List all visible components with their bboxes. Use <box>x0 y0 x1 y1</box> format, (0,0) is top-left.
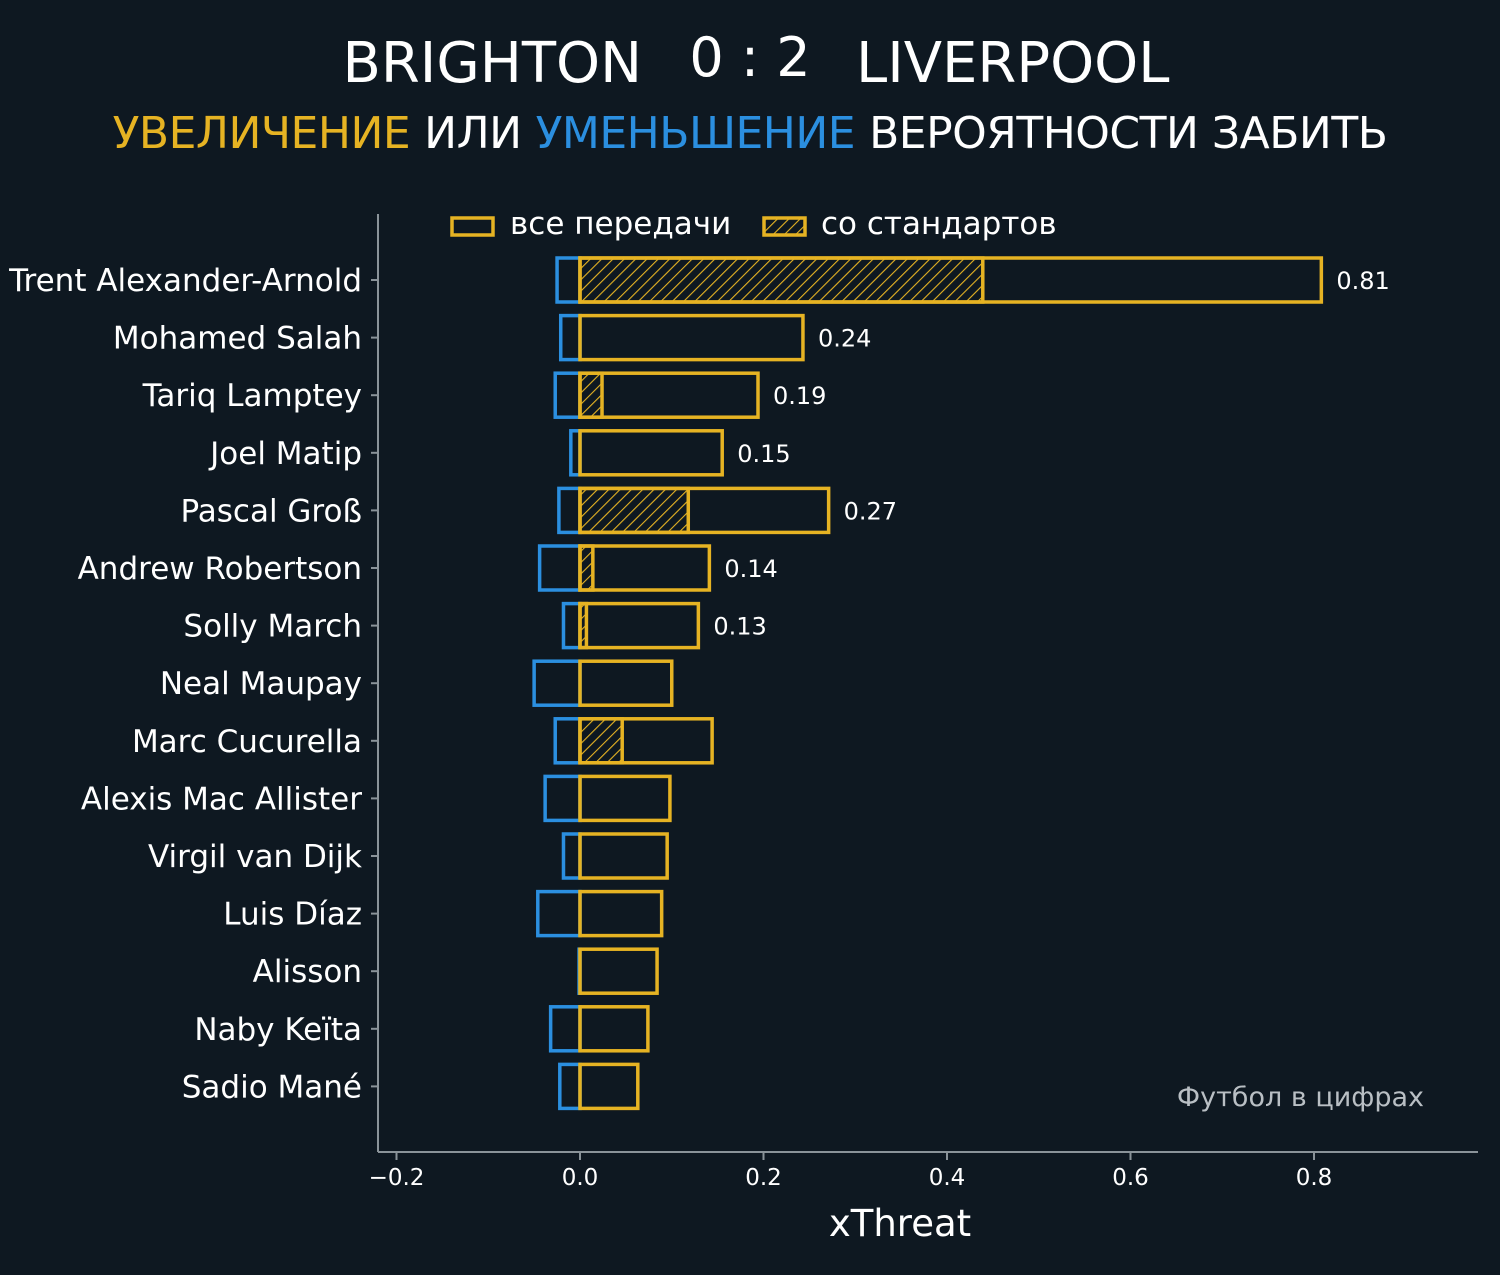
bar-decrease-andrew-robertson <box>537 544 582 592</box>
subtitle-decrease: УМЕНЬШЕНИЕ <box>535 108 856 159</box>
bar-increase-pascal-gro <box>578 486 831 535</box>
x-tick-label: 0.8 <box>1296 1165 1333 1191</box>
data-label-tariq-lamptey: 0.19 <box>773 382 826 410</box>
bar-increase-alisson <box>578 947 659 995</box>
bar-increase-neal-maupay <box>578 659 674 707</box>
bar-increase-virgil-van-dijk <box>578 832 669 880</box>
bar-increase-solly-march <box>578 601 701 650</box>
bar-increase-sadio-mane <box>578 1062 640 1111</box>
bar-decrease-naby-kei-ta <box>548 1005 582 1053</box>
chart-legend: все передачи со стандартов <box>450 206 1057 242</box>
bar-decrease-solly-march <box>561 601 582 650</box>
x-tick-label: 0.6 <box>1112 1165 1149 1191</box>
bar-setpiece-tariq-lamptey <box>578 371 604 419</box>
axes-group: Trent Alexander-Arnold Mohamed Salah Tariq… <box>8 214 1478 1245</box>
bar-increase-andrew-robertson <box>578 544 712 592</box>
x-axis-label: xThreat <box>829 1202 971 1245</box>
category-label-solly-march: Solly March <box>183 609 362 645</box>
category-label-sadio-mane: Sadio Mané <box>182 1069 362 1105</box>
bars-group: 0.81 0.24 0.19 0.15 0.27 0.14 0.13 <box>532 256 1390 1111</box>
legend-label-set-pieces: со стандартов <box>821 206 1057 242</box>
bar-setpiece-marc-cucurella <box>578 717 624 765</box>
home-team-name: BRIGHTON <box>342 31 642 96</box>
bar-decrease-alexis-mac-allister <box>543 774 582 823</box>
x-tick-label: 0.2 <box>745 1165 782 1191</box>
bar-increase-luis-di-az <box>578 889 664 938</box>
bar-decrease-mohamed-salah <box>558 313 582 362</box>
subtitle-increase: УВЕЛИЧЕНИЕ <box>112 108 411 159</box>
match-score: 0 : 2 <box>689 26 811 89</box>
bar-increase-naby-kei-ta <box>578 1005 650 1053</box>
data-label-andrew-robertson: 0.14 <box>724 555 777 583</box>
bar-decrease-trent-alexander-arnold <box>555 256 582 304</box>
category-label-andrew-robertson: Andrew Robertson <box>78 551 362 587</box>
subtitle-or: ИЛИ <box>424 108 522 159</box>
legend-swatch-all-passes <box>450 216 495 237</box>
category-label-pascal-gro: Pascal Groß <box>180 493 362 529</box>
bar-decrease-pascal-gro <box>557 486 582 535</box>
data-label-joel-matip: 0.15 <box>737 440 790 468</box>
bar-decrease-sadio-mane <box>558 1062 582 1111</box>
bar-setpiece-pascal-gro <box>578 486 691 535</box>
data-label-pascal-gro: 0.27 <box>844 497 897 525</box>
category-label-mohamed-salah: Mohamed Salah <box>113 321 362 357</box>
x-tick-label: 0.4 <box>929 1165 966 1191</box>
bar-decrease-neal-maupay <box>532 659 582 707</box>
category-label-trent-alexander-arnold: Trent Alexander-Arnold <box>8 263 362 299</box>
category-label-naby-kei-ta: Naby Keïta <box>194 1012 362 1048</box>
bar-decrease-luis-di-az <box>536 889 582 938</box>
bar-increase-marc-cucurella <box>578 717 714 765</box>
bar-setpiece-andrew-robertson <box>578 544 595 592</box>
data-label-mohamed-salah: 0.24 <box>818 325 871 353</box>
bar-increase-alexis-mac-allister <box>578 774 672 823</box>
category-label-alexis-mac-allister: Alexis Mac Allister <box>81 781 362 817</box>
bar-increase-trent-alexander-arnold <box>578 256 1324 304</box>
data-label-trent-alexander-arnold: 0.81 <box>1336 267 1389 295</box>
bar-decrease-marc-cucurella <box>553 717 582 765</box>
category-label-luis-di-az: Luis Díaz <box>223 897 362 933</box>
bar-increase-tariq-lamptey <box>578 371 760 419</box>
category-label-virgil-van-dijk: Virgil van Dijk <box>148 839 362 875</box>
x-tick-label: −0.2 <box>369 1165 425 1191</box>
subtitle-rest: ВЕРОЯТНОСТИ ЗАБИТЬ <box>869 108 1388 159</box>
bar-setpiece-trent-alexander-arnold <box>578 256 985 304</box>
bar-increase-mohamed-salah <box>578 313 805 362</box>
bar-decrease-virgil-van-dijk <box>561 832 582 880</box>
bar-decrease-tariq-lamptey <box>553 371 582 419</box>
legend-swatch-set-pieces <box>762 216 807 237</box>
category-label-marc-cucurella: Marc Cucurella <box>132 724 362 760</box>
category-label-joel-matip: Joel Matip <box>208 436 362 472</box>
match-title: BRIGHTON 0 : 2 LIVERPOOL <box>0 26 1500 100</box>
away-team-name: LIVERPOOL <box>856 31 1170 96</box>
category-label-neal-maupay: Neal Maupay <box>160 666 362 702</box>
bar-increase-joel-matip <box>578 429 724 477</box>
x-tick-label: 0.0 <box>562 1165 599 1191</box>
category-label-alisson: Alisson <box>253 954 362 990</box>
data-label-solly-march: 0.13 <box>713 613 766 641</box>
legend-label-all-passes: все передачи <box>510 206 731 242</box>
watermark: Футбол в цифрах <box>1177 1082 1424 1113</box>
category-label-tariq-lamptey: Tariq Lamptey <box>142 378 362 414</box>
chart-subtitle: УВЕЛИЧЕНИЕ ИЛИ УМЕНЬШЕНИЕ ВЕРОЯТНОСТИ ЗА… <box>0 104 1500 164</box>
